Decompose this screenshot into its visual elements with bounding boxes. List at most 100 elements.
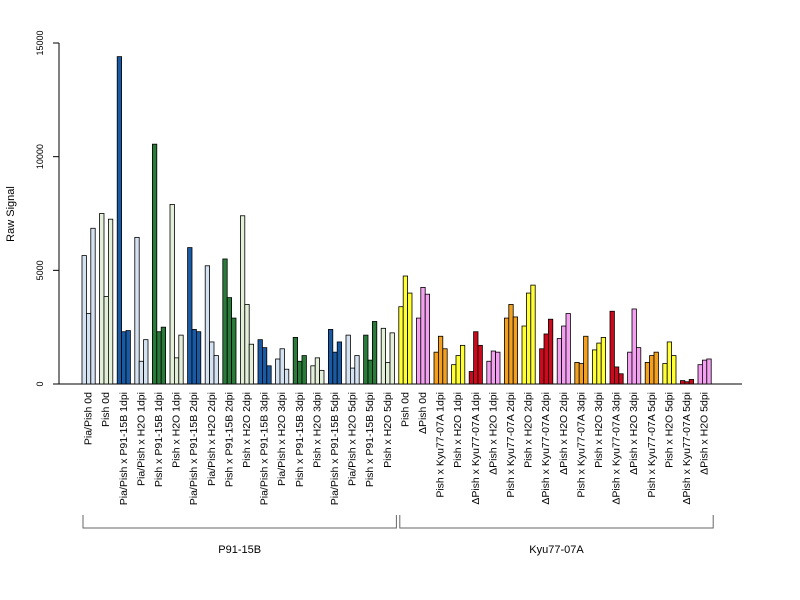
bar <box>213 355 219 385</box>
bar <box>688 379 695 385</box>
x-tick-label: Pish x Kyu77-07A 3dpi <box>575 392 587 498</box>
bar <box>178 334 184 385</box>
bar <box>420 286 426 385</box>
bar <box>561 325 567 385</box>
experiment-bracket <box>82 515 397 529</box>
x-tick-label: Pish x Kyu77-07A 2dpi <box>505 392 517 498</box>
bar <box>314 357 321 385</box>
x-tick-label: Pish x H2O 5dpi <box>382 392 394 468</box>
bar <box>618 373 624 385</box>
bar <box>451 364 457 385</box>
bar <box>222 258 228 385</box>
bar <box>169 204 175 385</box>
x-tick-label: Pish x H2O 2dpi <box>241 392 253 468</box>
bar <box>336 341 343 385</box>
x-tick-label: Pish x H2O 3dpi <box>311 392 323 468</box>
bar <box>565 313 571 385</box>
bar <box>662 363 668 385</box>
bar <box>297 360 303 385</box>
y-axis: 0 5000 10000 15000 Raw Signal <box>5 30 60 387</box>
bar <box>592 349 598 385</box>
x-tick-label: Pia/Pish x P91-15B 3dpi <box>259 392 271 505</box>
x-tick-label: Pia/Pish x H2O 2dpi <box>206 392 218 486</box>
bar <box>530 284 536 385</box>
bar <box>459 344 466 385</box>
x-tick-label: Pish x P91-15B 2dpi <box>223 392 235 487</box>
bar <box>614 366 620 385</box>
bar <box>477 344 483 385</box>
bar <box>160 326 166 385</box>
bar <box>332 351 338 385</box>
bar <box>600 336 607 385</box>
bar <box>543 333 549 385</box>
bar <box>204 265 210 385</box>
bar <box>627 351 633 385</box>
bar <box>556 338 563 385</box>
bar <box>257 339 263 385</box>
bar <box>473 331 479 385</box>
bar <box>609 310 615 385</box>
bar <box>415 317 422 385</box>
x-tick-label: Pish x P91-15B 3dpi <box>294 392 306 487</box>
bar <box>486 360 492 385</box>
x-tick-label: Pia/Pish x P91-15B 1dpi <box>118 392 130 505</box>
bar <box>301 355 307 385</box>
bar <box>596 342 602 385</box>
bar <box>261 347 268 385</box>
bar <box>583 335 589 385</box>
bar <box>292 336 299 385</box>
bar <box>209 341 215 385</box>
bar <box>103 296 109 385</box>
bar <box>666 341 673 385</box>
bar <box>108 218 114 385</box>
bar <box>437 335 444 385</box>
x-tick-labels: Pia/Pish 0d Pish 0d Pia/Pish x P91-15B 1dp… <box>83 392 711 505</box>
bar <box>283 368 290 385</box>
x-tick-label: Pish x Kyu77-07A 1dpi <box>435 392 447 498</box>
bar <box>275 358 281 385</box>
x-tick-label: ΔPish x Kyu77-07A 1dpi <box>470 392 482 505</box>
bar <box>578 363 585 385</box>
experiment-bracket <box>399 515 714 529</box>
x-tick-label: Pia/Pish 0d <box>83 392 95 445</box>
y-tick-label: 5000 <box>35 260 45 280</box>
x-tick-label: Pia/Pish x H2O 1dpi <box>135 392 147 486</box>
bar <box>134 236 140 385</box>
bar <box>539 348 545 385</box>
experiment-brackets: P91-15B Kyu77-07A <box>82 515 714 556</box>
bar <box>455 355 461 385</box>
bar <box>385 362 391 385</box>
bar <box>680 380 686 385</box>
bar <box>81 255 87 385</box>
x-tick-label: Pish x H2O 3dpi <box>593 392 605 468</box>
bar <box>433 351 439 385</box>
bar <box>512 316 519 385</box>
x-tick-label: Pish 0d <box>399 392 411 427</box>
x-tick-label: Pia/Pish x P91-15B 2dpi <box>188 392 200 505</box>
bar <box>389 332 395 385</box>
bar <box>653 351 659 385</box>
bar <box>697 364 703 385</box>
bar <box>156 331 162 385</box>
x-tick-label: ΔPish 0d <box>417 392 429 434</box>
x-tick-label: ΔPish x H2O 3dpi <box>628 392 640 475</box>
bar <box>195 331 202 385</box>
bar <box>407 292 413 385</box>
bar <box>319 369 325 385</box>
y-tick-label: 0 <box>35 381 45 386</box>
bar <box>191 329 197 385</box>
bar <box>521 325 527 385</box>
x-tick-label: Pish x H2O 1dpi <box>452 392 464 468</box>
x-tick-label: ΔPish x Kyu77-07A 3dpi <box>611 392 623 505</box>
y-axis-ticks: 0 5000 10000 15000 <box>35 30 59 387</box>
bar <box>266 365 272 385</box>
bar <box>143 339 149 385</box>
bar <box>248 343 254 385</box>
bar <box>424 293 431 385</box>
x-tick-label: Pish x H2O 5dpi <box>663 392 675 468</box>
x-tick-label: Pia/Pish x P91-15B 5dpi <box>329 392 341 505</box>
x-tick-label: Pish x P91-15B 1dpi <box>153 392 165 487</box>
bar <box>636 347 642 385</box>
x-tick-label: Pish x H2O 1dpi <box>171 392 183 468</box>
